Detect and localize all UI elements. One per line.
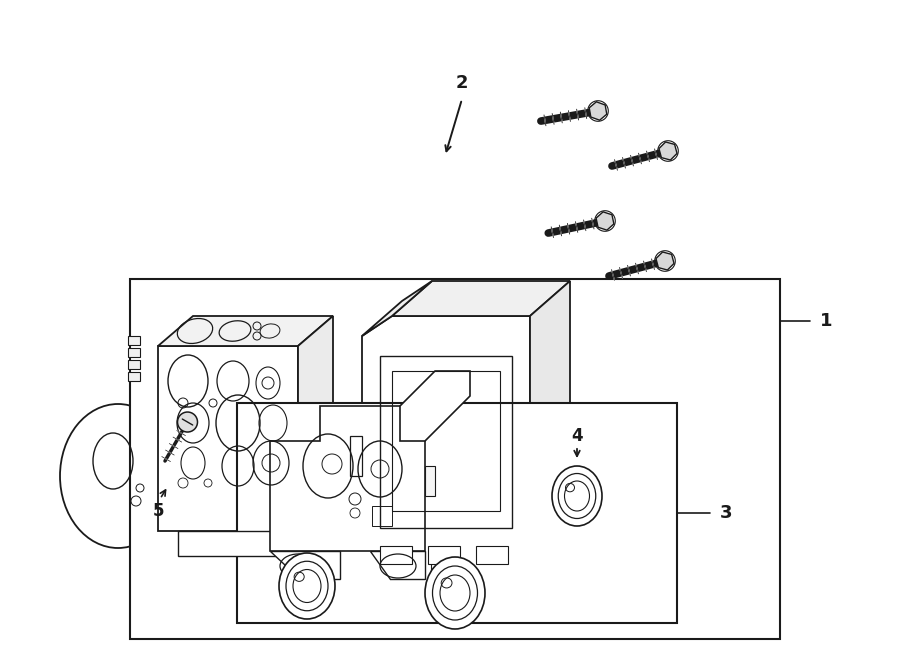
Polygon shape bbox=[128, 360, 140, 369]
Polygon shape bbox=[428, 546, 460, 564]
Text: 1: 1 bbox=[820, 312, 832, 330]
Polygon shape bbox=[400, 371, 470, 441]
Polygon shape bbox=[128, 372, 140, 381]
Polygon shape bbox=[370, 551, 425, 579]
Polygon shape bbox=[380, 546, 412, 564]
Polygon shape bbox=[476, 546, 508, 564]
Ellipse shape bbox=[60, 404, 176, 548]
Polygon shape bbox=[158, 346, 298, 531]
Bar bbox=[130, 279, 780, 639]
Polygon shape bbox=[362, 316, 530, 546]
Circle shape bbox=[177, 412, 197, 432]
Polygon shape bbox=[392, 281, 570, 316]
Polygon shape bbox=[350, 436, 362, 476]
Polygon shape bbox=[270, 551, 340, 579]
Ellipse shape bbox=[279, 553, 335, 619]
Polygon shape bbox=[590, 102, 607, 120]
Bar bbox=[237, 403, 677, 623]
Ellipse shape bbox=[425, 557, 485, 629]
Polygon shape bbox=[425, 466, 435, 496]
Polygon shape bbox=[298, 316, 333, 531]
Text: 2: 2 bbox=[455, 74, 468, 92]
Polygon shape bbox=[128, 348, 140, 357]
Text: 5: 5 bbox=[152, 502, 164, 520]
Polygon shape bbox=[270, 406, 425, 551]
Polygon shape bbox=[596, 212, 614, 230]
Polygon shape bbox=[656, 252, 674, 270]
Polygon shape bbox=[659, 142, 677, 160]
Ellipse shape bbox=[552, 466, 602, 526]
Text: 3: 3 bbox=[720, 504, 733, 522]
Polygon shape bbox=[128, 336, 140, 345]
Polygon shape bbox=[178, 531, 288, 556]
Text: 4: 4 bbox=[572, 427, 583, 445]
Polygon shape bbox=[362, 281, 432, 336]
Polygon shape bbox=[530, 281, 570, 546]
Polygon shape bbox=[158, 316, 333, 346]
